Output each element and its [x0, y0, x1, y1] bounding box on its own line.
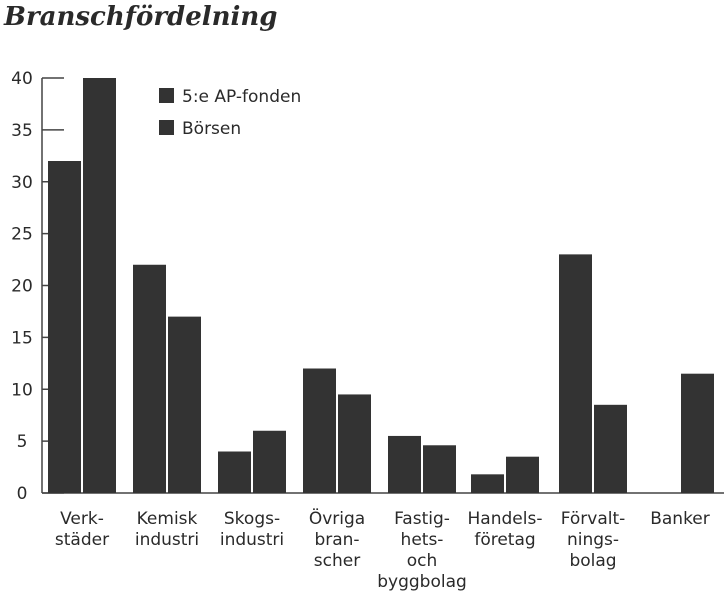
- bar-borsen: [506, 456, 539, 493]
- bar-borsen: [338, 394, 371, 493]
- x-tick-label: Skogs-industri: [220, 509, 284, 550]
- y-tick-label: 10: [11, 380, 33, 400]
- chart-title: Branschfördelning: [4, 2, 278, 32]
- y-tick-label: 5: [17, 432, 28, 452]
- bar-ap-fonden: [133, 264, 166, 493]
- x-tick-label: Banker: [650, 509, 710, 529]
- x-tick-label: Kemisk industri: [135, 509, 199, 550]
- bar-borsen: [594, 404, 627, 493]
- bar-ap-fonden: [218, 451, 251, 493]
- x-tick-label: Fastig-hets-och byggbolag: [377, 509, 467, 592]
- y-tick-label: 30: [11, 173, 33, 193]
- x-tick-label: Förvalt-nings-bolag: [561, 509, 626, 571]
- bar-ap-fonden: [471, 474, 504, 493]
- legend-swatch: [159, 88, 174, 103]
- legend-swatch: [159, 120, 174, 135]
- legend-label: 5:e AP-fonden: [182, 87, 301, 107]
- y-tick-label: 20: [11, 277, 33, 297]
- bar-borsen: [168, 316, 201, 493]
- y-tick-label: 15: [11, 328, 33, 348]
- y-tick-label: 0: [17, 484, 28, 504]
- bar-ap-fonden: [303, 368, 336, 493]
- bar-borsen: [681, 373, 714, 493]
- y-tick-label: 25: [11, 225, 33, 245]
- legend-label: Börsen: [182, 119, 241, 139]
- x-tick-label: Handels-företag: [468, 509, 543, 550]
- bar-ap-fonden: [388, 435, 421, 493]
- bar-ap-fonden: [559, 254, 592, 493]
- y-tick-label: 35: [11, 121, 33, 141]
- y-tick-label: 40: [11, 69, 33, 89]
- bar-borsen: [83, 78, 116, 493]
- x-tick-label: Verk-städer: [55, 509, 109, 550]
- bar-borsen: [253, 430, 286, 493]
- x-tick-label: Övriga bran-scher: [309, 507, 365, 571]
- bar-borsen: [423, 445, 456, 493]
- bar-ap-fonden: [48, 161, 81, 493]
